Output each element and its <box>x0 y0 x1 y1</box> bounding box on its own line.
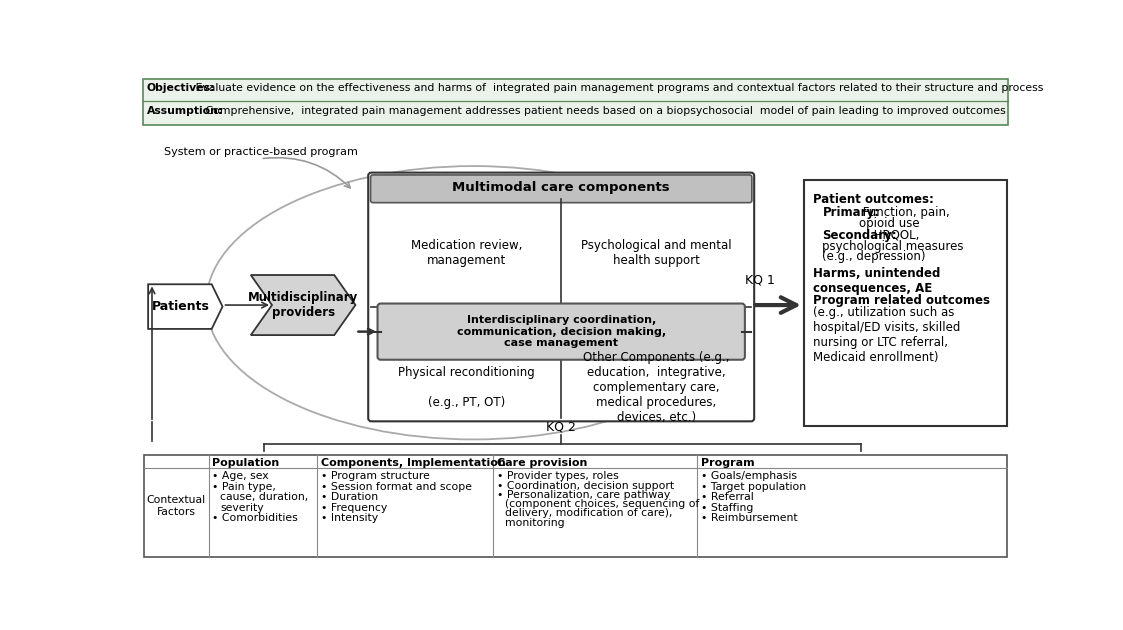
Text: cause, duration,: cause, duration, <box>220 492 309 502</box>
Text: HRQOL,: HRQOL, <box>870 229 920 242</box>
Text: Components, Implementation: Components, Implementation <box>321 458 505 468</box>
Text: • Target population: • Target population <box>701 482 806 492</box>
Text: • Program structure: • Program structure <box>321 471 430 481</box>
Text: severity: severity <box>220 503 264 513</box>
Text: Multimodal care components: Multimodal care components <box>453 181 670 194</box>
Text: Patients: Patients <box>152 300 210 313</box>
FancyBboxPatch shape <box>371 175 752 203</box>
Text: Contextual
Factors: Contextual Factors <box>147 495 206 517</box>
Text: Patient outcomes:: Patient outcomes: <box>813 193 934 205</box>
Text: delivery, modification of care),: delivery, modification of care), <box>504 508 673 518</box>
Text: Evaluate evidence on the effectiveness and harms of  integrated pain management : Evaluate evidence on the effectiveness a… <box>192 83 1043 93</box>
FancyBboxPatch shape <box>368 173 755 421</box>
Text: • Goals/emphasis: • Goals/emphasis <box>701 471 796 481</box>
Text: Assumption:: Assumption: <box>147 106 223 117</box>
Text: Objectives:: Objectives: <box>147 83 216 93</box>
FancyBboxPatch shape <box>377 304 745 360</box>
Text: • Reimbursement: • Reimbursement <box>701 513 797 523</box>
Text: • Age, sex: • Age, sex <box>212 471 270 481</box>
Text: Secondary:: Secondary: <box>822 229 897 242</box>
Text: KQ 1: KQ 1 <box>745 273 775 286</box>
Text: (e.g., utilization such as
hospital/ED visits, skilled
nursing or LTC referral,
: (e.g., utilization such as hospital/ED v… <box>813 306 960 364</box>
FancyBboxPatch shape <box>804 180 1007 426</box>
Text: Multidisciplinary
providers: Multidisciplinary providers <box>248 291 358 319</box>
Polygon shape <box>250 275 356 335</box>
Text: monitoring: monitoring <box>504 518 564 527</box>
Polygon shape <box>148 284 222 329</box>
Text: • Pain type,: • Pain type, <box>212 482 276 492</box>
Text: System or practice-based program: System or practice-based program <box>164 147 357 158</box>
Text: Physical reconditioning

(e.g., PT, OT): Physical reconditioning (e.g., PT, OT) <box>398 366 535 409</box>
Text: Interdisciplinary coordination,
communication, decision making,
case management: Interdisciplinary coordination, communic… <box>457 315 666 348</box>
Text: Medication review,
management: Medication review, management <box>411 239 522 266</box>
Text: opioid use: opioid use <box>859 217 920 229</box>
Text: (e.g., depression): (e.g., depression) <box>822 250 925 263</box>
Text: • Coordination, decision support: • Coordination, decision support <box>496 481 674 491</box>
Text: Other Components (e.g.,
education,  integrative,
complementary care,
medical pro: Other Components (e.g., education, integ… <box>583 351 729 424</box>
Text: psychological measures: psychological measures <box>822 239 964 253</box>
Text: • Duration: • Duration <box>321 492 378 502</box>
Text: • Comorbidities: • Comorbidities <box>212 513 299 523</box>
FancyBboxPatch shape <box>144 455 1007 557</box>
Text: Care provision: Care provision <box>496 458 587 468</box>
Text: • Provider types, roles: • Provider types, roles <box>496 471 619 481</box>
Text: Harms, unintended
consequences, AE: Harms, unintended consequences, AE <box>813 267 940 295</box>
Text: • Frequency: • Frequency <box>321 503 387 513</box>
Text: KQ 2: KQ 2 <box>546 421 576 433</box>
Text: • Session format and scope: • Session format and scope <box>321 482 472 492</box>
Text: Psychological and mental
health support: Psychological and mental health support <box>581 239 731 266</box>
Text: • Referral: • Referral <box>701 492 754 502</box>
Text: Primary:: Primary: <box>822 206 879 219</box>
Text: • Personalization, care pathway: • Personalization, care pathway <box>496 490 670 500</box>
Text: • Intensity: • Intensity <box>321 513 378 523</box>
Text: (component choices, sequencing of: (component choices, sequencing of <box>504 499 699 509</box>
Text: Comprehensive,  integrated pain management addresses patient needs based on a bi: Comprehensive, integrated pain managemen… <box>202 106 1006 117</box>
Text: • Staffing: • Staffing <box>701 503 754 513</box>
Text: Program: Program <box>701 458 755 468</box>
FancyBboxPatch shape <box>144 79 1007 125</box>
Text: Function, pain,: Function, pain, <box>859 206 950 219</box>
Text: Population: Population <box>212 458 280 468</box>
Text: Program related outcomes: Program related outcomes <box>813 294 990 307</box>
